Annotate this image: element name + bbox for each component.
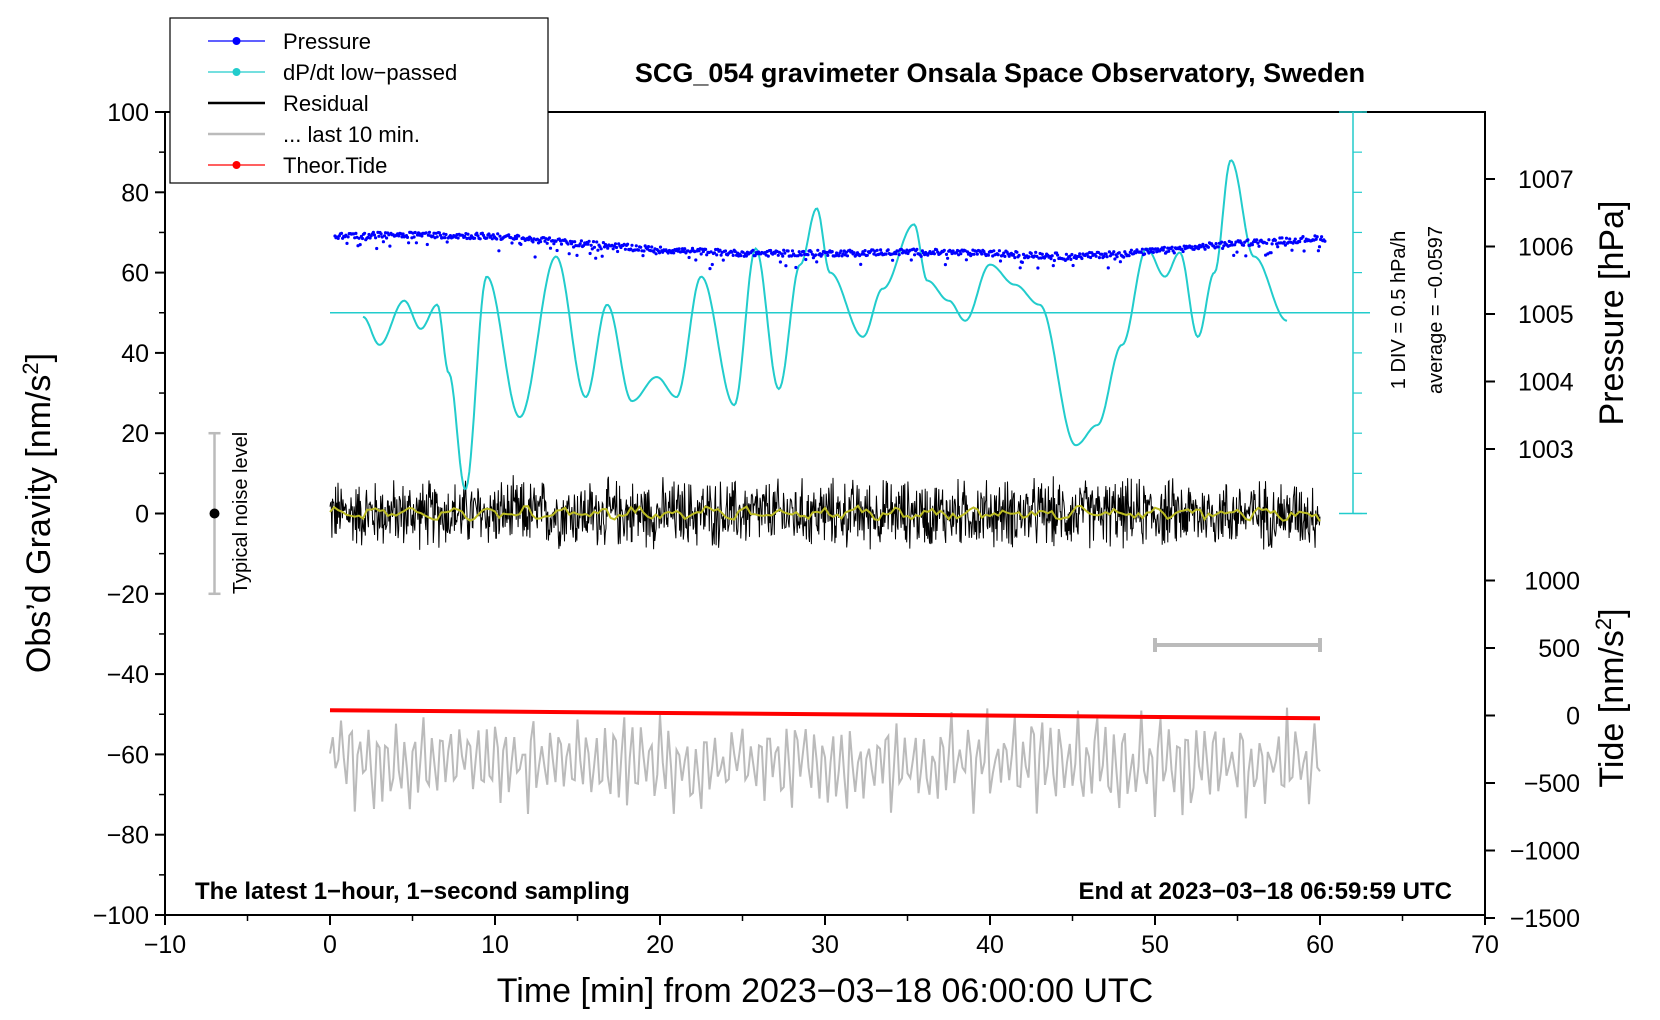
pressure-tick-label: 1003: [1518, 436, 1574, 464]
residual-smoothed-series: [329, 504, 1321, 522]
pressure-tick-label: 1007: [1518, 166, 1574, 194]
noise-level-label: Typical noise level: [230, 432, 252, 594]
chart-title: SCG_054 gravimeter Onsala Space Observat…: [635, 58, 1365, 88]
y-axis-pressure: 1007 1006 1005 1004 1003: [1485, 166, 1574, 464]
y-tick-label: 80: [121, 179, 149, 207]
x-tick-label: 0: [323, 931, 337, 959]
tide-tick-label: 0: [1566, 703, 1580, 731]
tide-tick-label: −1500: [1510, 905, 1580, 933]
y-tick-label: 100: [107, 99, 149, 127]
y-axis-left-title-end: ]: [20, 353, 58, 362]
x-tick-label: 40: [976, 931, 1004, 959]
legend: Pressure dP/dt low−passed Residual ... last…: [169, 17, 549, 184]
legend-swatch-marker: [232, 37, 241, 45]
y-axis-tide-title: Tide [nm/s2]: [1591, 608, 1631, 787]
y-axis-tide-title-end: ]: [1593, 608, 1631, 617]
tide-line: [329, 708, 1321, 721]
dpdt-average-label: average = −0.0597: [1425, 226, 1447, 394]
x-tick-label: 30: [811, 931, 839, 959]
legend-box: [169, 17, 549, 184]
legend-label: Pressure: [283, 29, 371, 54]
noise-level-bar: [208, 431, 221, 596]
y-tick-label: −40: [107, 661, 149, 689]
x-tick-label: 50: [1141, 931, 1169, 959]
x-axis-title: Time [min] from 2023−03−18 06:00:00 UTC: [497, 972, 1153, 1010]
pressure-series: [333, 230, 1327, 271]
noise-bar-center-dot: [209, 508, 220, 519]
pressure-tick-label: 1004: [1518, 369, 1574, 397]
y-axis-left: 100 80 60 40 20 0 −20 −40 −60 −80 −100: [93, 99, 165, 930]
x-tick-label: 70: [1471, 931, 1499, 959]
legend-swatch-marker: [232, 68, 241, 76]
residual-smoothed-line: [329, 504, 1321, 522]
tide-tick-label: 1000: [1524, 568, 1580, 596]
y-tick-label: 60: [121, 260, 149, 288]
legend-label: Theor.Tide: [283, 153, 387, 178]
last-10-min-series: [329, 707, 1321, 819]
x-tick-label: 60: [1306, 931, 1334, 959]
pressure-dots: [333, 230, 1327, 271]
y-tick-label: 0: [135, 501, 149, 529]
y-tick-label: −60: [107, 741, 149, 769]
last-10-min-line: [329, 707, 1321, 819]
legend-label: dP/dt low−passed: [283, 60, 457, 85]
y-tick-label: 20: [121, 420, 149, 448]
dpdt-div-label: 1 DIV = 0.5 hPa/h: [1388, 231, 1410, 389]
pressure-tick-label: 1006: [1518, 234, 1574, 262]
y-tick-label: 40: [121, 340, 149, 368]
x-tick-label: 10: [481, 931, 509, 959]
y-axis-tide: 1000 500 0 −500 −1000 −1500: [1485, 568, 1580, 933]
dpdt-scale-bar: [1339, 111, 1367, 515]
y-axis-left-title: Obs’d Gravity [nm/s2]: [18, 353, 58, 673]
y-axis-tide-title-sup: 2: [1591, 618, 1616, 630]
legend-swatch-marker: [232, 161, 241, 169]
x-tick-label: 20: [646, 931, 674, 959]
pressure-tick-label: 1005: [1518, 301, 1574, 329]
legend-label: ... last 10 min.: [283, 122, 420, 147]
annotation-latest-hour: The latest 1−hour, 1−second sampling: [195, 878, 630, 905]
tide-tick-label: 500: [1538, 635, 1580, 663]
y-tick-label: −20: [107, 581, 149, 609]
legend-label: Residual: [283, 91, 369, 116]
x-tick-label: −10: [144, 931, 186, 959]
y-axis-tide-title-main: Tide [nm/s: [1593, 630, 1631, 787]
y-axis-left-title-sup: 2: [18, 362, 43, 374]
y-axis-pressure-title: Pressure [hPa]: [1593, 201, 1631, 426]
theoretical-tide-series: [329, 708, 1321, 721]
x-axis: −10 0 10 20 30 40 50 60 70: [144, 915, 1499, 959]
annotation-end-time: End at 2023−03−18 06:59:59 UTC: [1078, 878, 1452, 905]
y-axis-left-title-main: Obs’d Gravity [nm/s: [20, 375, 58, 674]
gray-scale-bar: [1153, 638, 1322, 652]
tide-tick-label: −1000: [1510, 838, 1580, 866]
tide-tick-label: −500: [1524, 770, 1580, 798]
y-tick-label: −100: [93, 902, 149, 930]
y-tick-label: −80: [107, 822, 149, 850]
